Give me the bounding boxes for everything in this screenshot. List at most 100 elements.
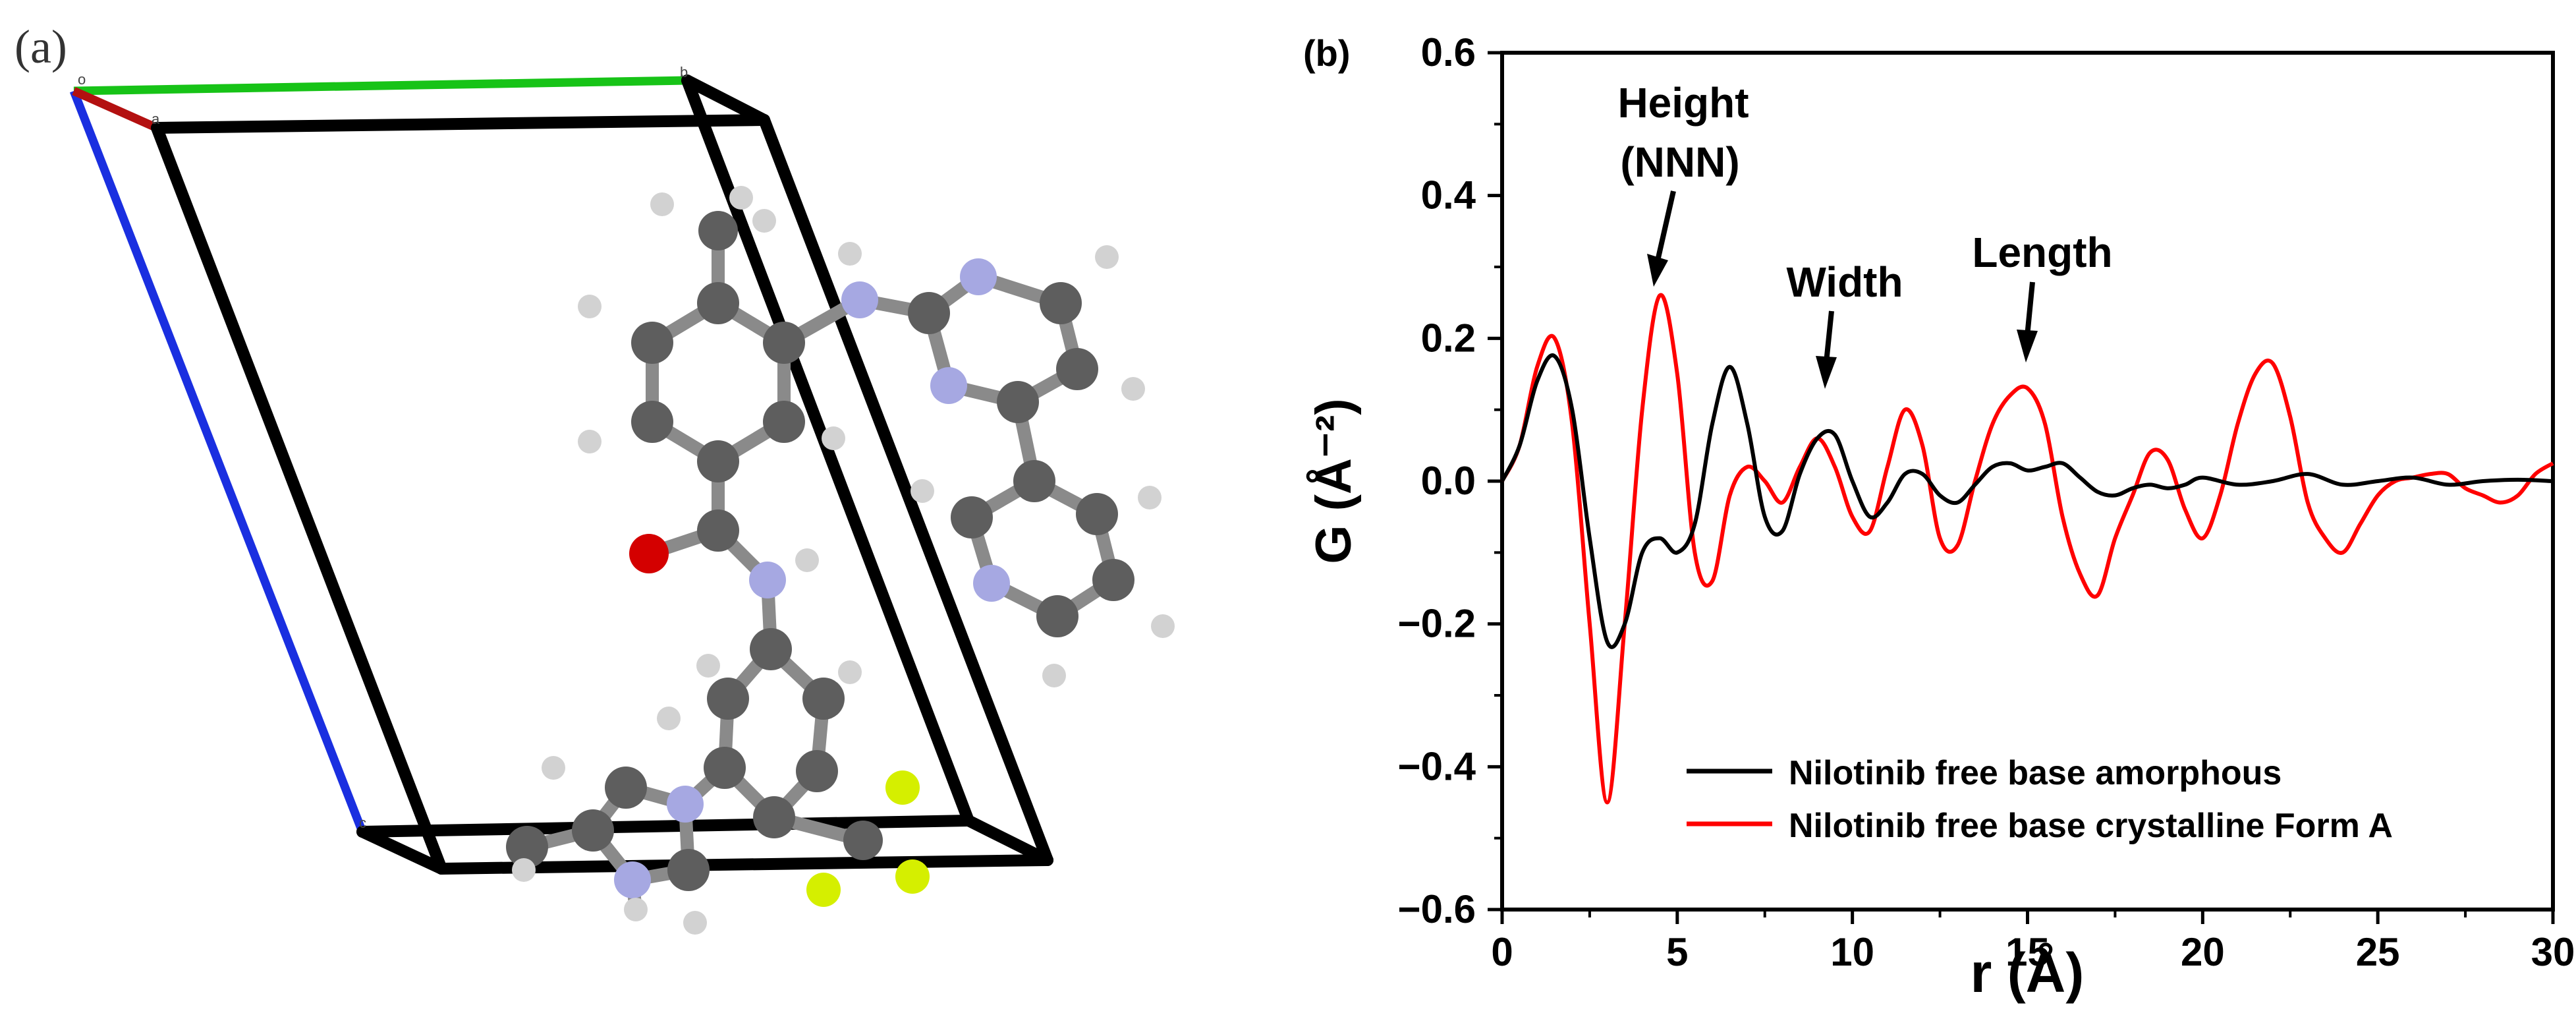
hydrogen-atom [1121,377,1145,401]
nitrogen-atom [614,861,651,898]
hydrogen-atom [624,898,648,921]
cell-edge [356,826,447,875]
carbon-atom [697,509,739,552]
carbon-atom [1076,493,1118,535]
carbon-atom [1056,348,1098,390]
y-axis-label: G (Å⁻²) [1306,398,1362,564]
y-tick-label: −0.4 [1398,744,1476,788]
y-tick-label: −0.6 [1398,887,1476,931]
carbon-atom [796,750,838,792]
hydrogen-atom [657,707,681,730]
y-ticks: −0.6 −0.4 −0.2 0.0 0.2 0.4 0.6 [1398,30,1502,931]
x-tick-label: 15 [2005,930,2050,974]
carbon-atom [1092,559,1134,601]
hydrogen-atom [752,209,776,233]
x-tick-label: 10 [1830,930,1874,974]
carbon-atom [843,821,883,860]
annotation-length: Length [1972,229,2112,276]
series-lines [1500,293,2554,805]
x-tick-label: 0 [1491,930,1513,974]
carbon-atom [697,440,739,482]
atoms [506,186,1175,935]
annotations: Height (NNN) Width Length [1617,79,2113,389]
annotation-width: Width [1786,258,1903,306]
carbon-atom [698,211,738,250]
panel-b-label: (b) [1303,32,1351,74]
nitrogen-atom [930,367,967,404]
series-line-amorphous [1500,353,2554,649]
a-label: a [152,111,160,127]
y-tick-label: 0.6 [1421,30,1476,74]
fluorine-atom [895,859,930,894]
x-axis-label: r (Å) [1971,942,2085,1004]
carbon-atom [1013,460,1055,502]
hydrogen-atom [795,548,819,572]
hydrogen-atom [838,242,862,266]
hydrogen-atom [696,654,720,678]
y-tick-label: 0.4 [1421,173,1476,218]
pdf-chart: (b) 0 5 10 15 20 25 30 −0.6 −0.4 −0.2 0.0 0.2 0.4 0.… [1303,30,2575,1004]
carbon-atom [506,826,548,868]
annotation-height-arrowhead [1647,254,1668,287]
crystal-structure-figure: (a) o a b c [14,20,1175,935]
nilotinib-molecule [506,186,1175,935]
carbon-atom [707,678,749,720]
hydrogen-atom [1151,614,1175,638]
hydrogen-atom [1042,664,1066,687]
nitrogen-atom [973,565,1010,602]
hydrogen-atom [729,186,753,210]
carbon-atom [667,849,710,891]
x-tick-label: 25 [2356,930,2400,974]
fluorine-atom [806,873,841,907]
fluorine-atom [885,770,920,805]
x-tick-label: 20 [2181,930,2225,974]
carbon-atom [1040,282,1082,324]
hydrogen-atom [910,479,934,503]
annotation-height-arrow [1654,190,1676,264]
nitrogen-atom [841,281,878,318]
carbon-atom [908,292,950,334]
carbon-atom [763,322,805,364]
annotation-width-arrowhead [1816,356,1837,389]
annotation-height: Height [1617,79,1749,127]
annotation-length-arrowhead [2017,330,2038,362]
a-axis-edge [72,87,159,132]
carbon-atom [763,401,805,443]
carbon-atom [750,628,792,670]
hydrogen-atom [1095,245,1119,269]
crystal-structure-panel: (a) o a b c [0,0,1252,1012]
cell-edge [681,74,770,126]
hydrogen-atom [683,911,707,935]
panel-a-label: (a) [14,20,67,73]
hydrogen-atom [838,660,862,684]
b-label: b [680,64,688,80]
carbon-atom [704,747,746,789]
cell-edge [963,815,1053,866]
y-tick-label: 0.2 [1421,316,1476,360]
cell-edge [151,122,447,875]
x-tick-label: 30 [2531,930,2575,974]
cell-edge [758,114,1053,866]
carbon-atom [997,381,1039,423]
carbon-atom [605,767,647,809]
x-tick-label: 5 [1666,930,1688,974]
hydrogen-atom [1138,486,1162,509]
carbon-atom [631,322,673,364]
cell-edge [151,114,770,134]
nitrogen-atom [960,258,997,295]
y-tick-label: 0.0 [1421,459,1476,503]
series-line-crystalline [1500,293,2554,805]
carbon-atom [697,282,739,324]
cell-edge [435,854,1053,875]
nitrogen-atom [749,562,786,598]
annotation-width-arrow [1824,310,1834,363]
pdf-chart-panel: (b) 0 5 10 15 20 25 30 −0.6 −0.4 −0.2 0.0 0.2 0.4 0.… [1252,0,2576,1012]
carbon-atom [802,678,845,720]
hydrogen-atom [578,295,602,318]
c-axis-edge [69,89,367,834]
carbon-atom [572,809,614,852]
carbon-atom [1036,595,1078,637]
hydrogen-atom [542,756,565,780]
legend-label-amorphous: Nilotinib free base amorphous [1789,754,2282,792]
unit-cell: o a b c [69,64,1053,875]
